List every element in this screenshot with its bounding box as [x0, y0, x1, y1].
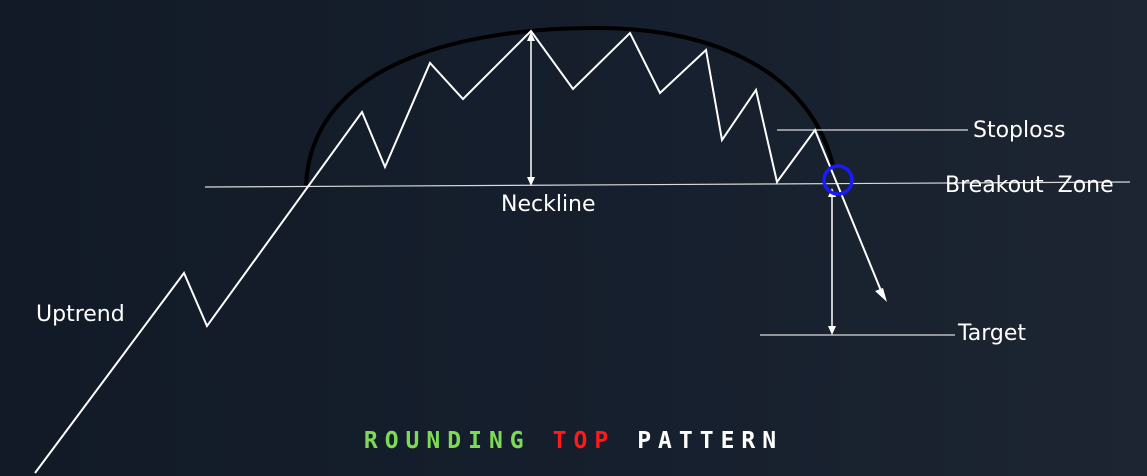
title-word-pattern: PATTERN [637, 428, 784, 454]
price-path [34, 29, 885, 474]
height-arrowhead-bottom [527, 177, 535, 186]
rounding-top-arc [304, 25, 835, 186]
breakout-circle [822, 164, 854, 196]
title-word-top: TOP [552, 428, 616, 454]
stoploss-label: Stoploss [973, 118, 1066, 143]
target-arrowhead-bottom [828, 326, 836, 335]
pattern-title: ROUNDING TOP PATTERN [0, 428, 1147, 454]
height-arrowhead-top [527, 32, 535, 41]
uptrend-label: Uptrend [36, 302, 125, 327]
target-label: Target [958, 321, 1027, 346]
neckline-label: Neckline [501, 192, 596, 217]
breakdown-arrowhead [875, 288, 887, 302]
title-word-rounding: ROUNDING [363, 428, 531, 454]
neckline [204, 181, 1131, 188]
breakout-zone-label: Breakout Zone [945, 173, 1114, 198]
